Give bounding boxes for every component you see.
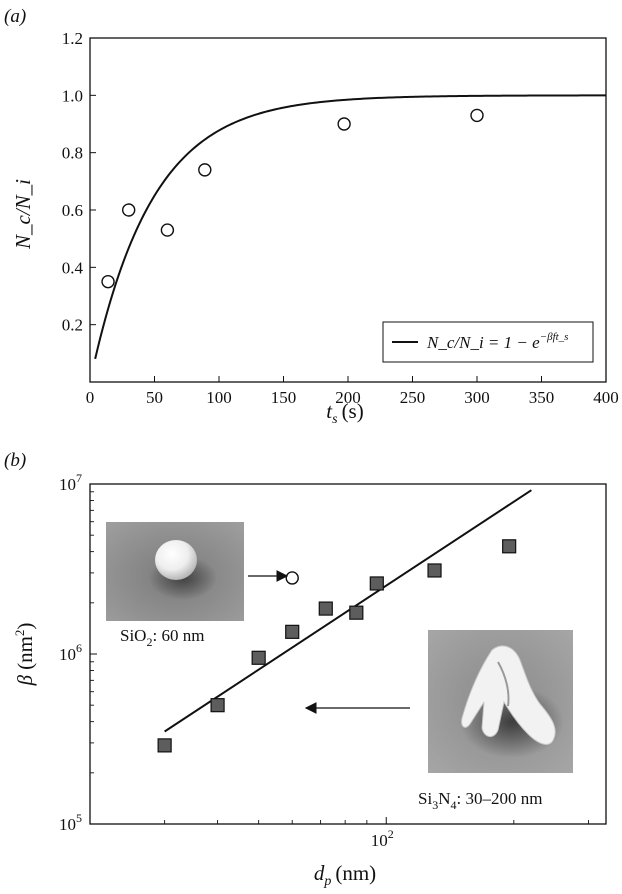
- si3n4-label: Si3N4: 30–200 nm: [418, 789, 542, 812]
- y-tick-exp: 6: [76, 641, 82, 655]
- x-tick-label: 100: [206, 388, 232, 407]
- legend-sup: −βft_s: [540, 331, 569, 343]
- panel-a-x-label: ts (s): [326, 399, 363, 427]
- y-tick-exp: 7: [76, 471, 82, 485]
- panel-b-y-label: β(nm2): [12, 623, 37, 687]
- x-tick-label: 350: [529, 388, 555, 407]
- data-point: [121, 203, 136, 217]
- y-tick-label: 107: [59, 471, 82, 494]
- b-y-label-sup: 2: [12, 630, 27, 637]
- si3n4-label-sub4: 4: [450, 798, 456, 812]
- panel-a: (a) 0 50 100 150 200 250 300 350 400 0.20.40.60.…: [4, 6, 619, 427]
- si3n4-image-ridge: [497, 661, 510, 707]
- x-label-var: t: [326, 399, 333, 423]
- y-tick-base: 10: [59, 475, 76, 494]
- panel-a-y-label: N_c/N_i: [11, 179, 35, 250]
- si3n4-label-sub3: 3: [432, 798, 438, 812]
- square-marker: [318, 601, 333, 616]
- square-marker: [369, 576, 384, 591]
- si3n4-label-n: N: [438, 789, 450, 808]
- square-marker: [349, 605, 364, 620]
- x-tick-label: 200: [335, 388, 361, 407]
- x-label-unit: (s): [342, 399, 364, 423]
- x-tick-label: 102: [371, 827, 394, 850]
- x-label-sub: s: [332, 412, 338, 427]
- b-y-label-var: β: [13, 674, 37, 686]
- y-tick-label: 1.0: [62, 86, 83, 105]
- square-marker: [285, 624, 300, 639]
- x-tick-exp: 2: [388, 827, 394, 841]
- x-tick-label: 400: [593, 388, 619, 407]
- data-point: [160, 223, 175, 237]
- panel-b-label: (b): [4, 450, 26, 471]
- b-y-label-unit: (nm: [13, 636, 37, 670]
- panel-b-fit-line: [164, 489, 532, 733]
- panel-a-label: (a): [4, 6, 26, 27]
- y-tick-label: 0.8: [62, 144, 83, 163]
- x-tick-label: 150: [271, 388, 297, 407]
- data-point: [198, 163, 212, 177]
- y-tick-label: 0.4: [62, 258, 84, 277]
- y-tick-label: 106: [59, 641, 82, 664]
- panel-a-y-ticks: 0.2 0.4 0.6 0.8 1.0 1.2: [62, 29, 96, 335]
- square-marker: [427, 563, 442, 578]
- y-tick-label: 0.2: [62, 316, 83, 335]
- x-tick-label: 250: [400, 388, 426, 407]
- square-marker: [210, 698, 225, 713]
- panel-a-fit-curve: [94, 94, 606, 360]
- y-tick-base: 10: [59, 645, 76, 664]
- legend-main: N_c/N_i = 1 − e: [426, 333, 540, 352]
- y-tick-label: 0.6: [62, 201, 83, 220]
- x-tick-label: 0: [86, 388, 95, 407]
- x-tick-label: 50: [146, 388, 163, 407]
- panel-a-legend: N_c/N_i = 1 − e−βft_s: [382, 321, 594, 363]
- data-point: [337, 117, 351, 131]
- sio2-image-particle: [155, 540, 197, 580]
- x-tick-base: 10: [371, 831, 388, 850]
- sio2-label-post: : 60 nm: [152, 626, 204, 645]
- data-point: [470, 108, 484, 123]
- y-tick-exp: 5: [76, 811, 82, 825]
- panel-a-legend-label: N_c/N_i = 1 − e−βft_s: [426, 331, 568, 352]
- data-point: [101, 274, 115, 289]
- sio2-particle-image: [106, 522, 244, 621]
- square-marker: [502, 539, 517, 554]
- panel-a-data-points: [101, 108, 484, 289]
- square-marker: [157, 738, 172, 753]
- b-x-label-unit: (nm): [335, 861, 376, 885]
- panel-b-data-points: [157, 539, 517, 753]
- si3n4-label-si: Si: [418, 789, 432, 808]
- sio2-label: SiO2: 60 nm: [120, 626, 204, 649]
- si3n4-label-range: : 30–200 nm: [456, 789, 542, 808]
- panel-b-x-label: dp (nm): [314, 861, 376, 889]
- panel-a-x-ticks: 0 50 100 150 200 250 300 350 400: [86, 376, 619, 407]
- b-x-label-var: d: [314, 861, 325, 885]
- sio2-marker: [285, 571, 299, 585]
- panel-b-x-ticks: 102: [89, 817, 589, 850]
- y-tick-base: 10: [59, 815, 76, 834]
- si3n4-particle-image: [428, 630, 573, 773]
- sio2-label-sub: 2: [146, 635, 152, 649]
- x-tick-label: 300: [464, 388, 490, 407]
- b-x-label-sub: p: [323, 874, 331, 889]
- square-marker: [251, 650, 266, 665]
- sio2-label-pre: SiO: [120, 626, 146, 645]
- y-tick-label: 1.2: [62, 29, 83, 48]
- y-tick-label: 105: [59, 811, 82, 834]
